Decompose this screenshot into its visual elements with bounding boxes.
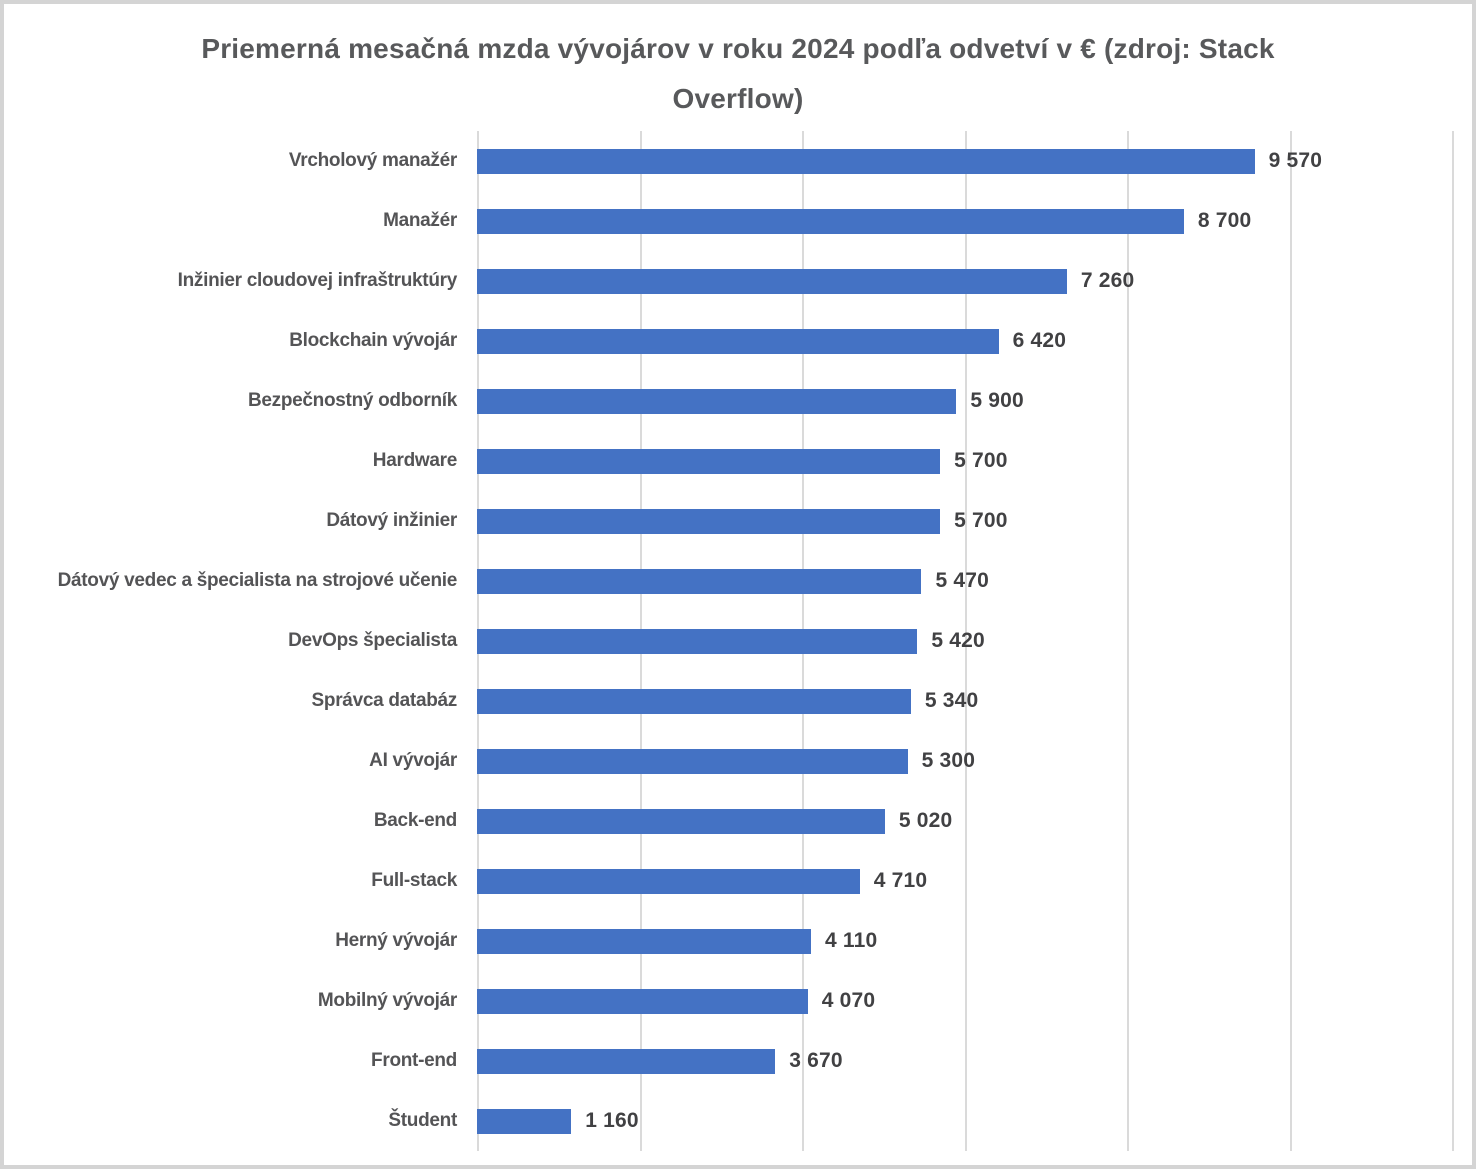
bar-row: Dátový vedec a špecialista na strojové u… xyxy=(4,551,1472,611)
gridline xyxy=(964,131,967,1151)
plot-area: Vrcholový manažér 9 570 Manažér 8 700 Inžini… xyxy=(4,131,1472,1151)
bar-row: Bezpečnostný odborník 5 900 xyxy=(4,371,1472,431)
bar-row: Herný vývojár 4 110 xyxy=(4,911,1472,971)
bar-track: 5 900 xyxy=(477,371,1472,431)
category-label: Herný vývojár xyxy=(335,930,457,951)
value-label: 3 670 xyxy=(789,1049,843,1072)
bar xyxy=(477,808,885,834)
bar-track: 5 420 xyxy=(477,611,1472,671)
category-label: Vrcholový manažér xyxy=(288,150,457,171)
bar xyxy=(477,688,911,714)
bar-row: AI vývojár 5 300 xyxy=(4,731,1472,791)
bar-row: DevOps špecialista 5 420 xyxy=(4,611,1472,671)
value-label: 5 020 xyxy=(898,809,953,832)
bar-row: Full-stack 4 710 xyxy=(4,851,1472,911)
bar-track: 5 020 xyxy=(477,791,1472,851)
bar-row: Hardware 5 700 xyxy=(4,431,1472,491)
bar-track: 3 670 xyxy=(477,1031,1472,1091)
bar xyxy=(477,628,918,654)
bar-track: 1 160 xyxy=(477,1091,1472,1151)
chart-title: Priemerná mesačná mzda vývojárov v roku … xyxy=(4,24,1472,124)
bar-row: Dátový inžinier 5 700 xyxy=(4,491,1472,551)
value-label: 8 700 xyxy=(1197,209,1252,232)
bar-row: Front-end 3 670 xyxy=(4,1031,1472,1091)
bar xyxy=(477,388,957,414)
bar-track: 5 300 xyxy=(477,731,1472,791)
bar xyxy=(477,1108,572,1134)
bar-row: Mobilný vývojár 4 070 xyxy=(4,971,1472,1031)
bar-track: 6 420 xyxy=(477,311,1472,371)
value-label: 4 110 xyxy=(824,929,878,952)
value-label: 7 260 xyxy=(1080,269,1135,292)
bar-track: 4 710 xyxy=(477,851,1472,911)
bar-track: 5 470 xyxy=(477,551,1472,611)
category-label: Inžinier cloudovej infraštruktúry xyxy=(177,270,458,291)
category-label: DevOps špecialista xyxy=(288,630,457,651)
value-label: 5 420 xyxy=(931,629,985,652)
category-label: Manažér xyxy=(383,210,457,231)
value-label: 5 470 xyxy=(935,569,989,592)
bar xyxy=(477,1048,776,1074)
category-label: Front-end xyxy=(371,1050,457,1071)
value-label: 1 160 xyxy=(585,1109,639,1132)
bar-track: 5 700 xyxy=(477,431,1472,491)
value-label: 4 710 xyxy=(873,869,928,892)
value-label: 5 300 xyxy=(921,749,976,772)
value-label: 5 700 xyxy=(954,449,1008,472)
gridline xyxy=(1289,131,1292,1151)
bar-track: 4 110 xyxy=(477,911,1472,971)
bar xyxy=(477,268,1067,294)
bar-row: Študent 1 160 xyxy=(4,1091,1472,1151)
chart-title-text: Priemerná mesačná mzda vývojárov v roku … xyxy=(201,33,1275,114)
bar xyxy=(477,508,941,534)
bar xyxy=(477,208,1184,234)
bar-row: Vrcholový manažér 9 570 xyxy=(4,131,1472,191)
bar-rows: Vrcholový manažér 9 570 Manažér 8 700 Inžini… xyxy=(4,131,1472,1151)
gridline xyxy=(1127,131,1129,1151)
category-label: Blockchain vývojár xyxy=(289,330,457,351)
bar-row: Inžinier cloudovej infraštruktúry 7 260 xyxy=(4,251,1472,311)
bar-track: 5 340 xyxy=(477,671,1472,731)
bar xyxy=(477,148,1255,174)
bar-row: Back-end 5 020 xyxy=(4,791,1472,851)
bar-row: Správca databáz 5 340 xyxy=(4,671,1472,731)
bar xyxy=(477,448,941,474)
bar xyxy=(477,928,811,954)
bar-track: 9 570 xyxy=(477,131,1472,191)
bar-track: 8 700 xyxy=(477,191,1472,251)
bar-track: 5 700 xyxy=(477,491,1472,551)
bar-track: 4 070 xyxy=(477,971,1472,1031)
bar-row: Blockchain vývojár 6 420 xyxy=(4,311,1472,371)
bar-track: 7 260 xyxy=(477,251,1472,311)
value-label: 9 570 xyxy=(1268,149,1323,172)
bar xyxy=(477,748,908,774)
value-label: 5 340 xyxy=(924,689,979,712)
category-label: Správca databáz xyxy=(311,690,458,711)
bar xyxy=(477,568,922,594)
value-label: 6 420 xyxy=(1012,329,1067,352)
value-label: 5 700 xyxy=(954,509,1008,532)
value-label: 5 900 xyxy=(970,389,1024,412)
category-label: Back-end xyxy=(373,810,457,831)
category-label: Full-stack xyxy=(371,870,457,891)
bar-row: Manažér 8 700 xyxy=(4,191,1472,251)
bar xyxy=(477,988,808,1014)
category-label: Študent xyxy=(388,1110,457,1131)
bar xyxy=(477,328,999,354)
category-label: Bezpečnostný odborník xyxy=(247,390,457,411)
category-label: Dátový vedec a špecialista na strojové u… xyxy=(57,570,458,591)
gridline xyxy=(1452,131,1454,1151)
bar xyxy=(477,868,860,894)
category-label: Dátový inžinier xyxy=(326,510,457,531)
category-label: AI vývojár xyxy=(369,750,457,771)
value-label: 4 070 xyxy=(821,989,876,1012)
category-label: Hardware xyxy=(372,450,458,471)
category-label: Mobilný vývojár xyxy=(317,990,457,1011)
